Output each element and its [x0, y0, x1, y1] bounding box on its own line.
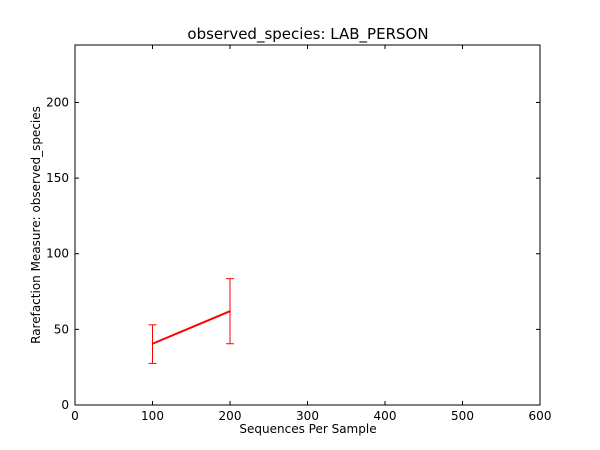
y-axis-ticks: 0 50 100 150 200: [46, 95, 540, 412]
data-point: [151, 342, 154, 345]
y-axis-label: Rarefaction Measure: observed_species: [29, 106, 43, 344]
x-tick-label: 100: [141, 409, 164, 423]
x-axis-label: Sequences Per Sample: [239, 422, 376, 436]
y-tick-label: 100: [46, 247, 69, 261]
data-point: [229, 310, 231, 313]
series-line: [152, 310, 231, 345]
x-tick-label: 600: [529, 409, 552, 423]
y-tick-label: 200: [46, 95, 69, 109]
x-tick-label: 0: [71, 409, 79, 423]
x-tick-label: 500: [451, 409, 474, 423]
x-tick-label: 400: [374, 409, 397, 423]
y-tick-label: 150: [46, 171, 69, 185]
x-tick-label: 200: [219, 409, 242, 423]
plot-area: [148, 278, 234, 364]
x-tick-label: 300: [296, 409, 319, 423]
plot-frame: [74, 44, 541, 406]
chart-title: observed_species: LAB_PERSON: [187, 25, 428, 44]
y-tick-label: 50: [54, 322, 69, 336]
x-axis-ticks: 0 100 200 300 400 500 600: [71, 45, 551, 423]
y-tick-label: 0: [61, 398, 69, 412]
